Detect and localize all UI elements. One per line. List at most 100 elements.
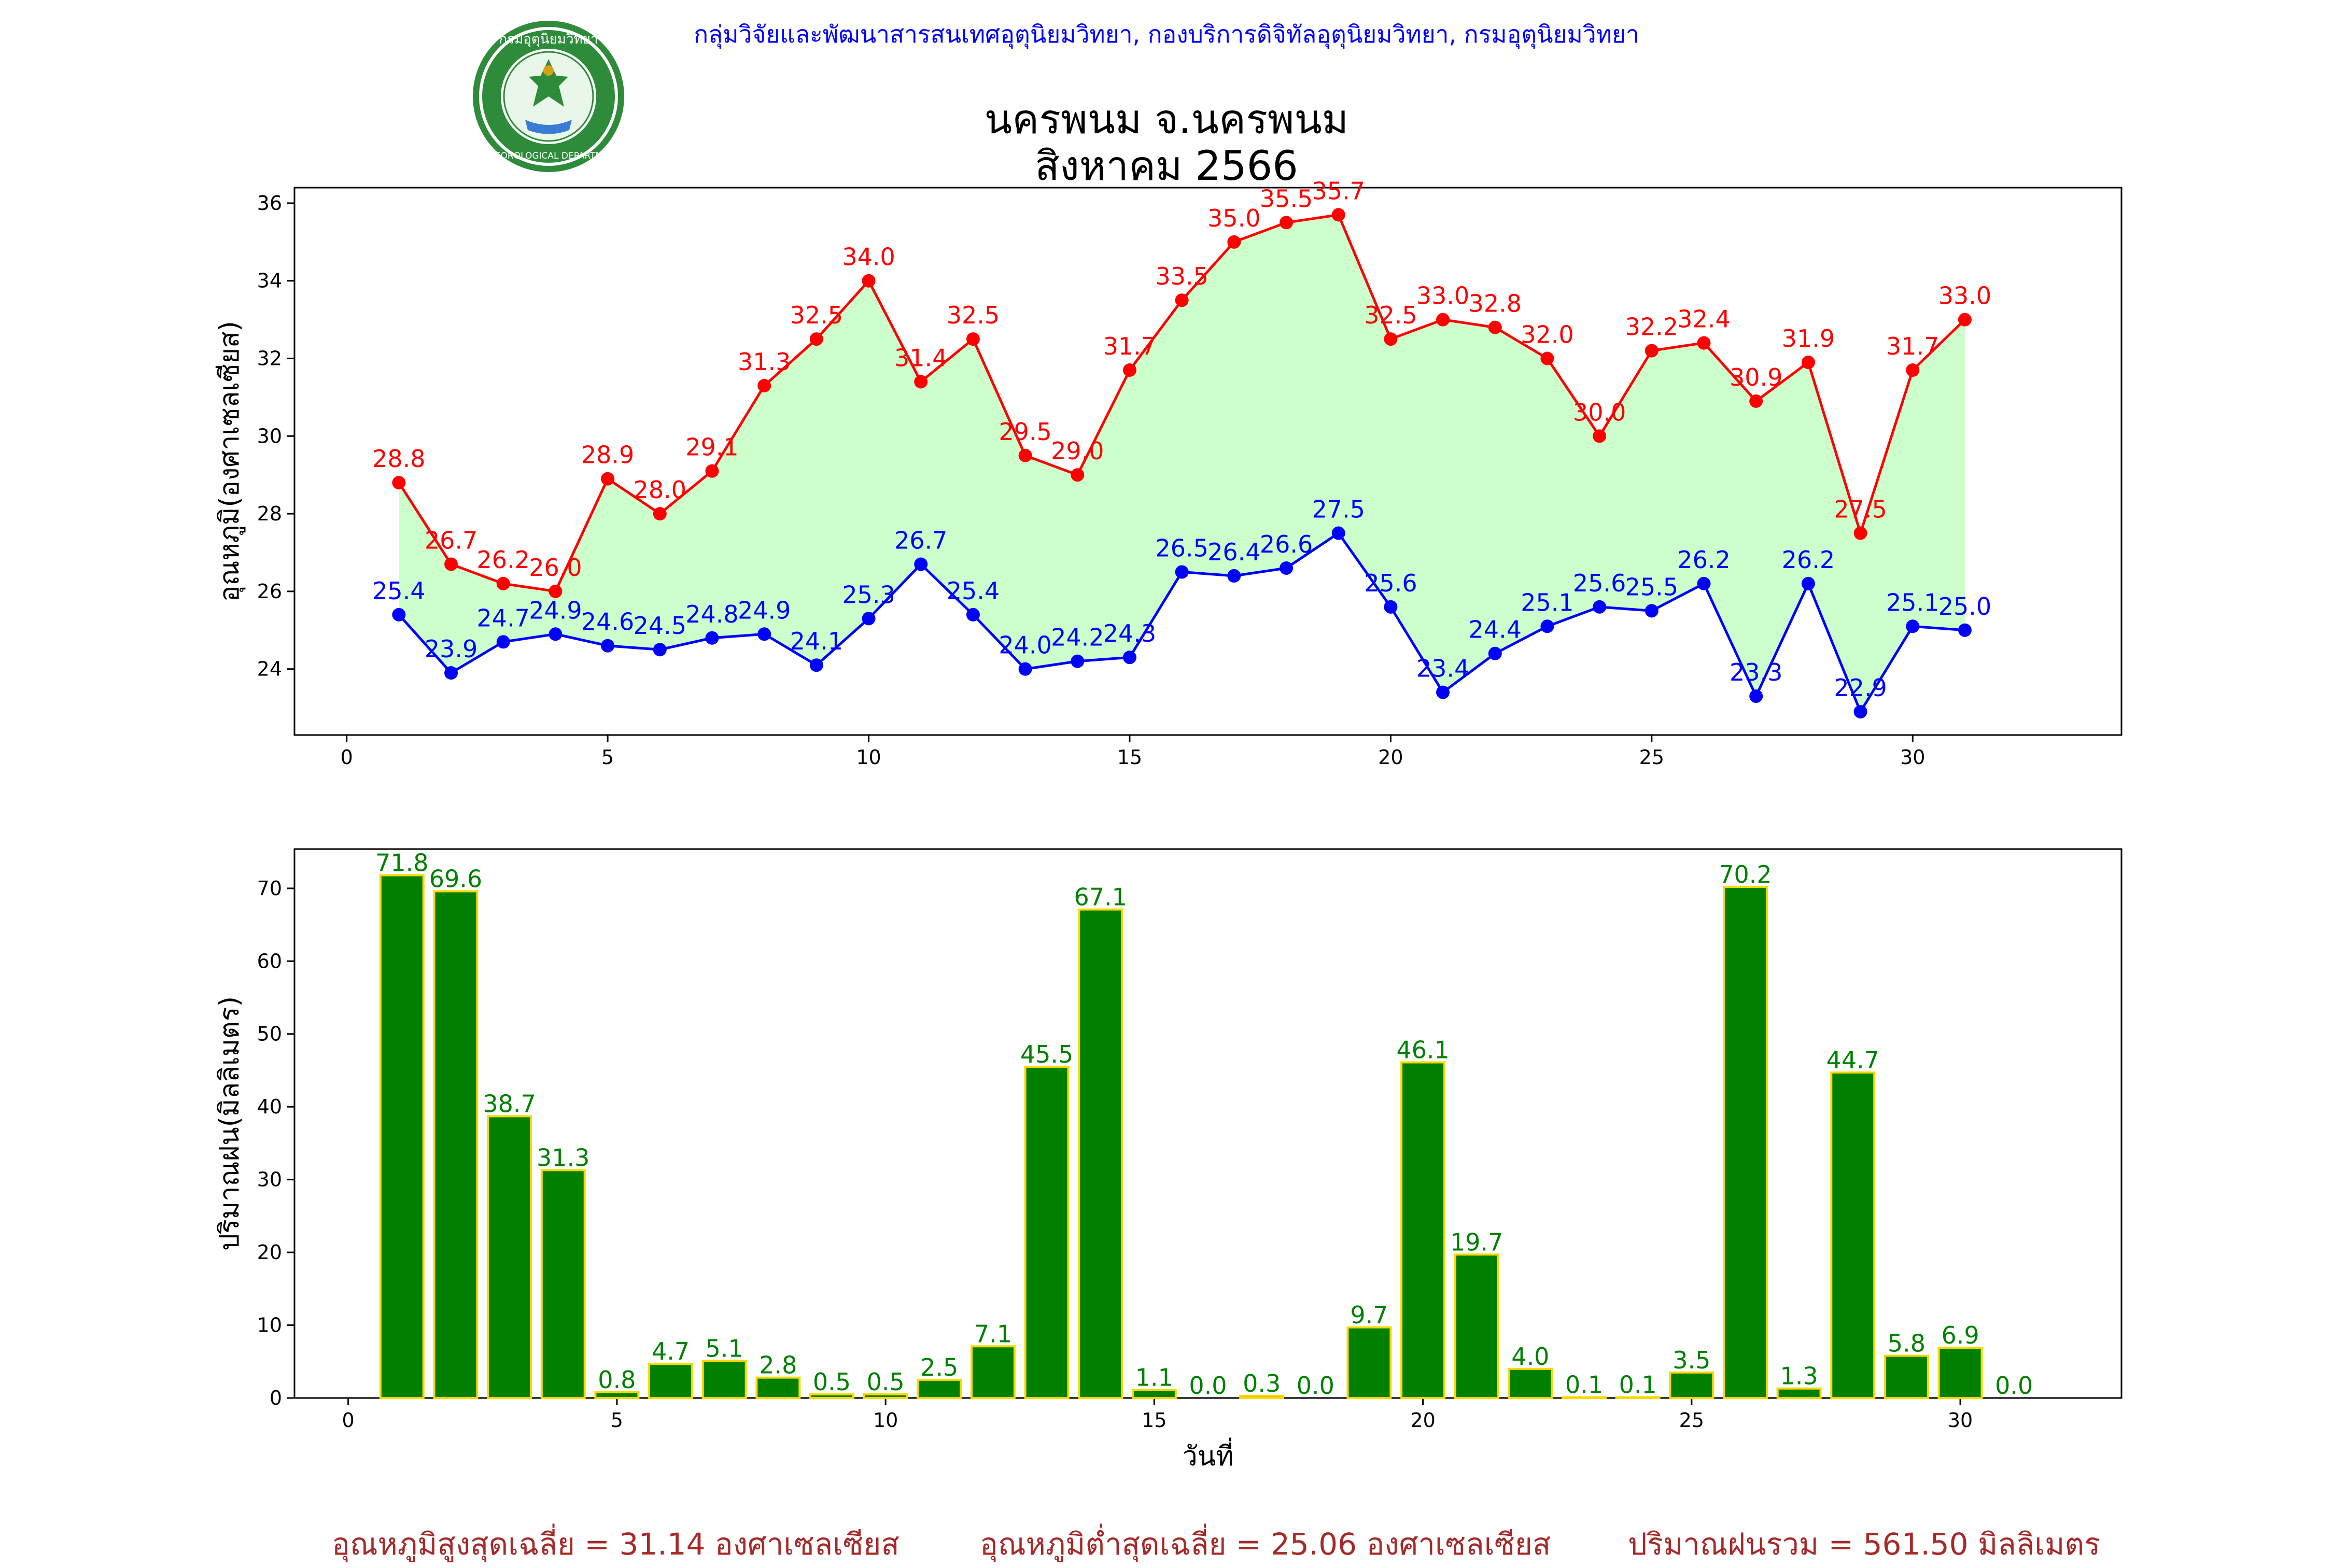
- min-temp-point: [1853, 705, 1867, 719]
- temp-xtick-label: 5: [601, 746, 614, 769]
- max-temp-point: [392, 476, 406, 490]
- rain-bar: [809, 1393, 854, 1400]
- min-temp-point: [496, 635, 510, 649]
- temp-xtick-label: 25: [1639, 746, 1664, 769]
- max-temp-point: [1227, 235, 1241, 249]
- temperature-chart: 0 5 10 15 20 25 302426283032343628.826.726.226…: [214, 177, 2123, 769]
- chart-title-month: สิงหาคม 2566: [1035, 143, 1298, 190]
- min-temp-label: 25.1: [1886, 588, 1939, 616]
- rain-y-axis-label: ปริมาณฝน(มิลลิเมตร): [214, 996, 245, 1251]
- max-temp-point: [653, 507, 667, 521]
- min-temp-point: [966, 608, 980, 621]
- rain-xtick-label: 20: [1410, 1409, 1435, 1432]
- max-temp-point: [914, 375, 928, 389]
- max-temp-label: 33.0: [1416, 282, 1469, 310]
- rain-bar: [701, 1360, 747, 1400]
- rain-value-label: 67.1: [1074, 883, 1127, 911]
- min-temp-label: 25.4: [947, 577, 1000, 605]
- min-temp-point: [444, 666, 458, 680]
- chart-title-station: นครพนม จ.นครพนม: [984, 96, 1349, 143]
- max-temp-label: 32.5: [947, 301, 1000, 329]
- min-temp-label: 24.0: [999, 631, 1051, 659]
- min-temp-label: 26.4: [1207, 538, 1260, 566]
- temp-y-axis-label: อุณหภูมิ(องศาเซลเซียส): [214, 321, 246, 602]
- temp-xtick-label: 0: [341, 746, 353, 769]
- agency-header: กลุ่มวิจัยและพัฒนาสารสนเทศอุตุนิยมวิทยา,…: [694, 20, 1639, 48]
- max-temp-label: 32.2: [1625, 313, 1678, 341]
- max-temp-point: [1280, 216, 1294, 230]
- temp-ytick-label: 30: [257, 425, 282, 447]
- min-temp-point: [653, 643, 667, 657]
- min-temp-label: 25.1: [1521, 588, 1573, 616]
- rain-value-label: 44.7: [1826, 1046, 1879, 1074]
- min-temp-label: 24.3: [1103, 619, 1156, 647]
- avg-min-temp-summary: อุณหภูมิต่ำสุดเฉลี่ย = 25.06 องศาเซลเซีย…: [980, 1527, 1551, 1562]
- rain-bar: [1830, 1071, 1876, 1399]
- temp-ytick-label: 36: [257, 192, 282, 215]
- min-temp-label: 24.5: [634, 612, 686, 640]
- rain-bar: [863, 1393, 908, 1400]
- rain-value-label: 0.0: [1995, 1372, 2033, 1400]
- rain-value-label: 69.6: [429, 865, 482, 893]
- rain-ytick-label: 50: [257, 1023, 282, 1046]
- rain-xtick-label: 25: [1679, 1409, 1704, 1432]
- rain-frame: [293, 848, 2123, 1399]
- rain-value-label: 5.8: [1888, 1330, 1926, 1358]
- max-temp-point: [1436, 313, 1450, 327]
- min-temp-label: 24.9: [529, 596, 582, 624]
- rain-xtick-label: 30: [1948, 1409, 1973, 1432]
- rain-value-label: 3.5: [1673, 1346, 1710, 1374]
- min-temp-label: 24.8: [685, 600, 738, 628]
- logo-top-text: กรมอุตุนิยมวิทยา: [499, 32, 598, 47]
- min-temp-point: [1749, 689, 1763, 703]
- min-temp-point: [1331, 526, 1345, 540]
- max-temp-label: 29.1: [685, 433, 738, 461]
- max-temp-label: 26.2: [477, 546, 530, 574]
- min-temp-point: [862, 612, 876, 626]
- rain-bar: [1776, 1387, 1822, 1400]
- max-temp-label: 31.3: [738, 348, 791, 376]
- min-temp-label: 26.5: [1155, 534, 1208, 562]
- rain-ytick-label: 40: [257, 1095, 282, 1118]
- max-temp-point: [601, 472, 615, 486]
- min-temp-label: 24.6: [581, 608, 634, 636]
- max-temp-point: [1018, 448, 1032, 462]
- max-temp-point: [1122, 363, 1136, 377]
- min-temp-point: [1175, 565, 1189, 579]
- temp-ytick-label: 26: [257, 580, 282, 603]
- max-temp-point: [1071, 468, 1085, 482]
- max-temp-point: [1853, 526, 1867, 540]
- rain-value-label: 38.7: [483, 1090, 536, 1118]
- min-temp-label: 22.9: [1834, 674, 1887, 702]
- temp-xtick-label: 20: [1378, 746, 1403, 769]
- min-temp-label: 23.4: [1416, 655, 1469, 683]
- min-temp-label: 23.9: [425, 635, 477, 663]
- rain-ytick-label: 70: [257, 877, 282, 900]
- min-temp-point: [1593, 600, 1607, 614]
- rain-value-label: 0.8: [598, 1366, 636, 1394]
- max-temp-point: [1488, 320, 1502, 334]
- rain-bar: [1937, 1347, 1983, 1400]
- max-temp-label: 27.5: [1834, 496, 1887, 524]
- total-rain-summary: ปริมาณฝนรวม = 561.50 มิลลิเมตร: [1628, 1527, 2101, 1562]
- max-temp-point: [809, 332, 823, 346]
- rain-value-label: 7.1: [974, 1320, 1012, 1348]
- rain-bar: [1562, 1396, 1607, 1399]
- rain-value-label: 46.1: [1396, 1036, 1449, 1064]
- rain-value-label: 0.0: [1189, 1372, 1227, 1400]
- min-temp-label: 24.4: [1469, 616, 1522, 644]
- min-temp-point: [1436, 685, 1450, 699]
- rain-value-label: 2.8: [759, 1351, 797, 1379]
- max-temp-label: 32.4: [1677, 305, 1730, 333]
- max-temp-label: 30.0: [1573, 398, 1626, 426]
- min-temp-label: 25.6: [1573, 569, 1626, 597]
- min-temp-point: [549, 627, 563, 641]
- max-temp-point: [444, 557, 458, 571]
- max-temp-label: 33.5: [1155, 262, 1208, 290]
- min-temp-label: 24.7: [477, 604, 530, 632]
- min-temp-point: [757, 627, 771, 641]
- min-temp-label: 25.3: [842, 581, 895, 609]
- rain-value-label: 6.9: [1941, 1321, 1979, 1349]
